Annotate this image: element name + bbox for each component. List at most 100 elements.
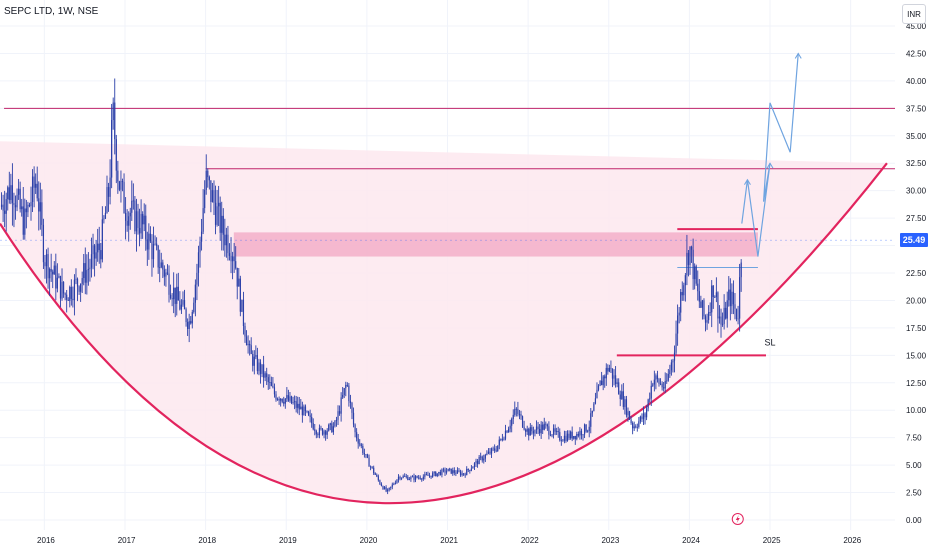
candle	[504, 430, 507, 439]
candle	[413, 476, 415, 480]
cup-curve	[0, 162, 888, 505]
candle	[739, 277, 741, 319]
candle	[439, 471, 441, 475]
candle	[193, 302, 195, 313]
candle	[526, 428, 528, 432]
candle	[171, 298, 173, 300]
candle	[486, 453, 488, 455]
candle	[424, 474, 426, 477]
candle	[258, 362, 260, 372]
candle	[583, 424, 586, 435]
y-tick-label: 10.00	[906, 406, 927, 415]
candle	[80, 283, 82, 292]
candle	[633, 426, 635, 429]
candle	[69, 286, 71, 301]
candle	[273, 387, 276, 395]
candle	[726, 300, 728, 319]
candle	[4, 210, 6, 214]
candle	[166, 272, 169, 274]
candle	[250, 345, 252, 354]
candle	[117, 170, 119, 182]
x-tick-label: 2026	[843, 536, 861, 545]
candle	[512, 414, 514, 419]
candle	[729, 289, 731, 307]
candle	[681, 292, 683, 296]
candle	[83, 263, 85, 279]
candle	[697, 283, 699, 292]
candle	[315, 430, 317, 435]
candle	[8, 187, 10, 201]
candle	[551, 434, 553, 436]
candle	[444, 469, 446, 473]
candle	[661, 383, 663, 388]
resistance-zone	[233, 232, 758, 257]
y-tick-label: 37.50	[906, 104, 927, 113]
candle	[380, 484, 383, 487]
last-price-tag: 25.49	[900, 233, 928, 247]
candle	[190, 321, 192, 324]
candle	[529, 427, 531, 436]
candle	[252, 353, 254, 366]
candle	[605, 367, 607, 379]
candle	[145, 215, 147, 240]
candle	[591, 410, 593, 414]
candle	[604, 376, 606, 379]
candle	[131, 200, 133, 213]
x-tick-label: 2021	[440, 536, 458, 545]
candle	[376, 474, 378, 477]
candle	[461, 473, 463, 476]
candle	[458, 470, 460, 472]
candle	[490, 448, 493, 454]
candle	[121, 181, 124, 183]
candle	[531, 427, 533, 432]
candle	[703, 300, 705, 317]
candle	[647, 399, 649, 409]
candle	[624, 399, 626, 407]
candle	[227, 234, 229, 254]
candle	[180, 304, 183, 310]
candle	[576, 434, 578, 440]
candle	[399, 476, 401, 479]
candle	[467, 468, 469, 470]
candle	[532, 431, 535, 434]
candle	[627, 411, 629, 416]
candle	[45, 254, 48, 267]
candle	[24, 208, 26, 235]
y-tick-label: 17.50	[906, 324, 927, 333]
candle	[619, 394, 621, 400]
candle	[165, 272, 167, 277]
y-tick-label: 2.50	[906, 489, 922, 498]
candle	[111, 119, 113, 178]
currency-button[interactable]: INR	[902, 4, 926, 24]
candle	[287, 395, 290, 401]
candle	[335, 419, 338, 422]
candle	[306, 411, 308, 412]
candle	[7, 187, 9, 200]
candle	[224, 234, 226, 246]
candle	[123, 182, 125, 213]
candle	[75, 278, 77, 280]
candle	[329, 423, 331, 425]
candle	[664, 381, 666, 389]
y-tick-label: 32.50	[906, 159, 927, 168]
candle	[498, 439, 500, 446]
candle	[176, 286, 178, 304]
candle	[732, 291, 735, 305]
candle	[360, 444, 362, 446]
candle	[714, 296, 716, 298]
candle	[286, 395, 288, 399]
candle	[405, 476, 407, 478]
candle	[734, 304, 736, 309]
candle	[552, 428, 555, 435]
candle	[422, 476, 424, 480]
candle	[616, 382, 618, 384]
candle	[290, 396, 293, 404]
candle	[690, 246, 693, 250]
candle	[241, 299, 243, 312]
candle	[408, 479, 410, 480]
candle	[140, 213, 142, 234]
candle	[242, 299, 245, 326]
candle	[194, 284, 196, 303]
